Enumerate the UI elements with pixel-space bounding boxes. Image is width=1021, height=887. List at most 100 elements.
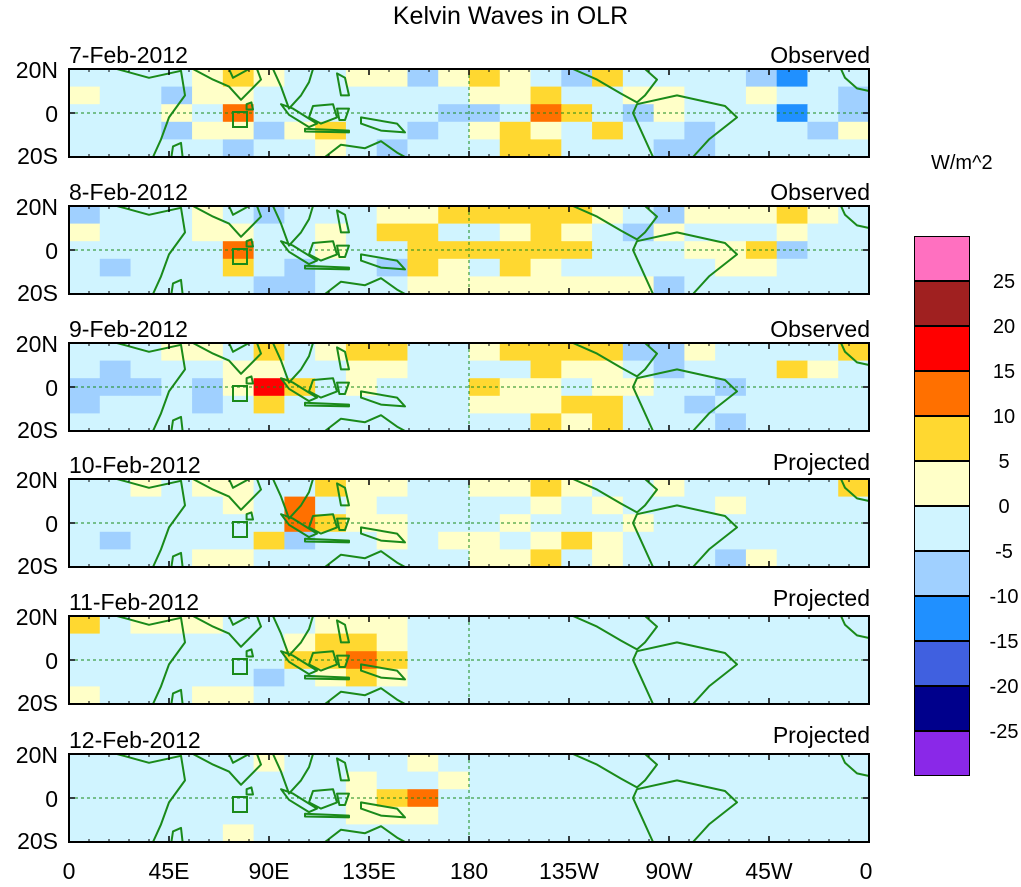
panel-4-ylabel-0: 0	[45, 511, 58, 537]
olr-anomaly-cell	[376, 479, 409, 498]
coastline	[245, 786, 254, 796]
panel-4-type: Projected	[772, 449, 870, 475]
olr-anomaly-cell	[69, 686, 101, 705]
olr-anomaly-cell	[99, 806, 132, 825]
olr-anomaly-cell	[807, 824, 839, 843]
panel-1-date: 7-Feb-2012	[69, 42, 188, 68]
colorbar-label: 15	[992, 361, 1016, 383]
olr-anomaly-cell	[284, 413, 316, 432]
olr-anomaly-cell	[130, 616, 162, 635]
xlabel-90e: 90E	[248, 858, 290, 884]
coastline	[336, 792, 350, 806]
panel-2-ylabel-20s: 20S	[17, 280, 58, 306]
olr-anomaly-cell	[130, 771, 162, 790]
olr-anomaly-cell	[807, 651, 839, 670]
olr-anomaly-cell	[745, 343, 778, 362]
olr-anomaly-cell	[69, 824, 101, 843]
olr-anomaly-cell	[407, 223, 439, 242]
colorbar-swatch	[914, 641, 970, 686]
coastline	[245, 511, 254, 521]
olr-anomaly-cell	[561, 633, 593, 652]
olr-anomaly-cell	[69, 496, 101, 515]
olr-anomaly-cell	[561, 86, 593, 105]
olr-anomaly-cell	[715, 69, 747, 88]
olr-anomaly-cell	[838, 206, 870, 225]
olr-anomaly-cell	[653, 531, 685, 550]
olr-anomaly-cell	[99, 633, 132, 652]
olr-anomaly-cell	[161, 531, 193, 550]
olr-anomaly-cell	[653, 223, 685, 242]
olr-anomaly-cell	[776, 514, 809, 533]
olr-anomaly-cell	[69, 651, 101, 670]
olr-anomaly-cell	[776, 139, 809, 158]
olr-anomaly-cell	[345, 479, 378, 498]
olr-anomaly-cell	[499, 531, 532, 550]
coastline	[245, 375, 254, 385]
olr-anomaly-cell	[438, 413, 470, 432]
olr-anomaly-cell	[99, 139, 132, 158]
olr-anomaly-cell	[592, 754, 624, 773]
coastline	[360, 801, 406, 819]
olr-anomaly-cell	[530, 378, 562, 397]
olr-anomaly-cell	[99, 360, 132, 379]
olr-anomaly-cell	[684, 496, 716, 515]
olr-anomaly-cell	[161, 824, 193, 843]
olr-anomaly-cell	[807, 104, 839, 123]
olr-anomaly-cell	[653, 806, 685, 825]
olr-anomaly-cell	[530, 651, 562, 670]
olr-anomaly-cell	[715, 496, 747, 515]
olr-anomaly-cell	[69, 413, 101, 432]
olr-anomaly-cell	[438, 360, 470, 379]
olr-anomaly-cell	[222, 258, 255, 277]
olr-anomaly-cell	[222, 668, 255, 687]
olr-anomaly-cell	[776, 789, 809, 808]
olr-anomaly-cell	[69, 514, 101, 533]
olr-anomaly-cell	[653, 616, 685, 635]
olr-anomaly-cell	[561, 104, 593, 123]
olr-anomaly-cell	[684, 633, 716, 652]
olr-anomaly-cell	[345, 496, 378, 515]
olr-anomaly-cell	[622, 754, 655, 773]
olr-anomaly-cell	[530, 223, 562, 242]
olr-anomaly-cell	[407, 686, 439, 705]
olr-anomaly-cell	[438, 139, 470, 158]
olr-anomaly-cell	[407, 413, 439, 432]
olr-anomaly-cell	[407, 121, 439, 140]
olr-anomaly-cell	[161, 360, 193, 379]
olr-anomaly-cell	[653, 496, 685, 515]
olr-anomaly-cell	[530, 824, 562, 843]
olr-anomaly-cell	[807, 223, 839, 242]
olr-anomaly-cell	[345, 223, 378, 242]
olr-anomaly-cell	[561, 360, 593, 379]
olr-anomaly-cell	[592, 223, 624, 242]
olr-anomaly-cell	[838, 651, 870, 670]
olr-anomaly-cell	[407, 139, 439, 158]
colorbar-swatch	[914, 551, 970, 596]
olr-anomaly-cell	[376, 789, 409, 808]
olr-anomaly-cell	[592, 686, 624, 705]
olr-anomaly-cell	[192, 276, 224, 295]
olr-anomaly-cell	[592, 549, 624, 568]
coastline	[336, 107, 350, 121]
olr-anomaly-cell	[438, 86, 470, 105]
olr-anomaly-cell	[807, 496, 839, 515]
olr-anomaly-cell	[745, 206, 778, 225]
olr-anomaly-cell	[376, 496, 409, 515]
olr-anomaly-cell	[469, 395, 501, 414]
olr-anomaly-cell	[469, 668, 501, 687]
olr-anomaly-cell	[561, 668, 593, 687]
olr-anomaly-cell	[315, 668, 347, 687]
coastline	[304, 674, 350, 681]
olr-anomaly-cell	[745, 806, 778, 825]
olr-anomaly-cell	[161, 633, 193, 652]
olr-anomaly-cell	[715, 531, 747, 550]
olr-anomaly-cell	[561, 241, 593, 260]
olr-anomaly-cell	[745, 223, 778, 242]
olr-anomaly-cell	[715, 479, 747, 498]
olr-anomaly-cell	[838, 549, 870, 568]
olr-anomaly-cell	[69, 378, 101, 397]
olr-anomaly-cell	[499, 668, 532, 687]
olr-anomaly-cell	[653, 276, 685, 295]
olr-anomaly-cell	[745, 121, 778, 140]
olr-anomaly-cell	[315, 360, 347, 379]
